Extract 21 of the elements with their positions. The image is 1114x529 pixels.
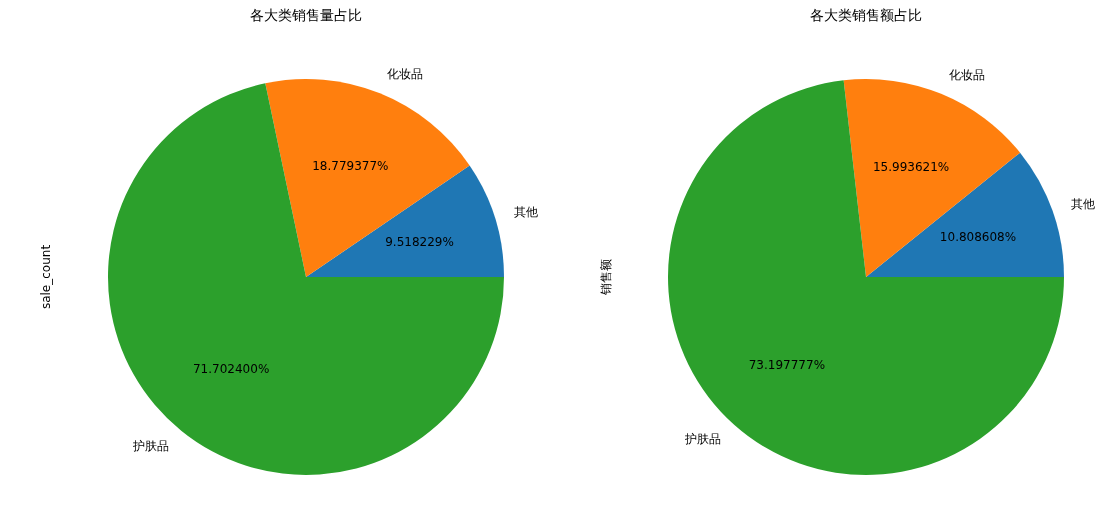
slice-label: 化妆品 xyxy=(387,67,424,82)
pie-slice xyxy=(668,80,1064,475)
pie-slice xyxy=(108,83,504,475)
pie-slice xyxy=(265,79,470,277)
data-label: 15.993621% xyxy=(872,159,950,174)
pie-slice xyxy=(843,79,1021,277)
slice-label: 其他 xyxy=(1071,196,1096,211)
slice-label: 化妆品 xyxy=(948,67,985,82)
slice-label: 护肤品 xyxy=(131,438,169,453)
slice-label: 护肤品 xyxy=(683,431,721,446)
chart-title: 各大类销售量占比 xyxy=(250,7,362,23)
data-label: 73.197777% xyxy=(748,358,826,373)
data-label: 10.808608% xyxy=(939,229,1017,244)
pie-slice xyxy=(866,152,1064,277)
data-label: 9.518229% xyxy=(385,234,454,249)
data-label: 71.702400% xyxy=(192,361,270,376)
slice-label: 其他 xyxy=(514,205,539,220)
data-label: 18.779377% xyxy=(312,159,389,174)
chart-title: 各大类销售额占比 xyxy=(810,7,922,23)
text: sale_count xyxy=(39,244,53,310)
text: 销售额 xyxy=(599,259,613,296)
